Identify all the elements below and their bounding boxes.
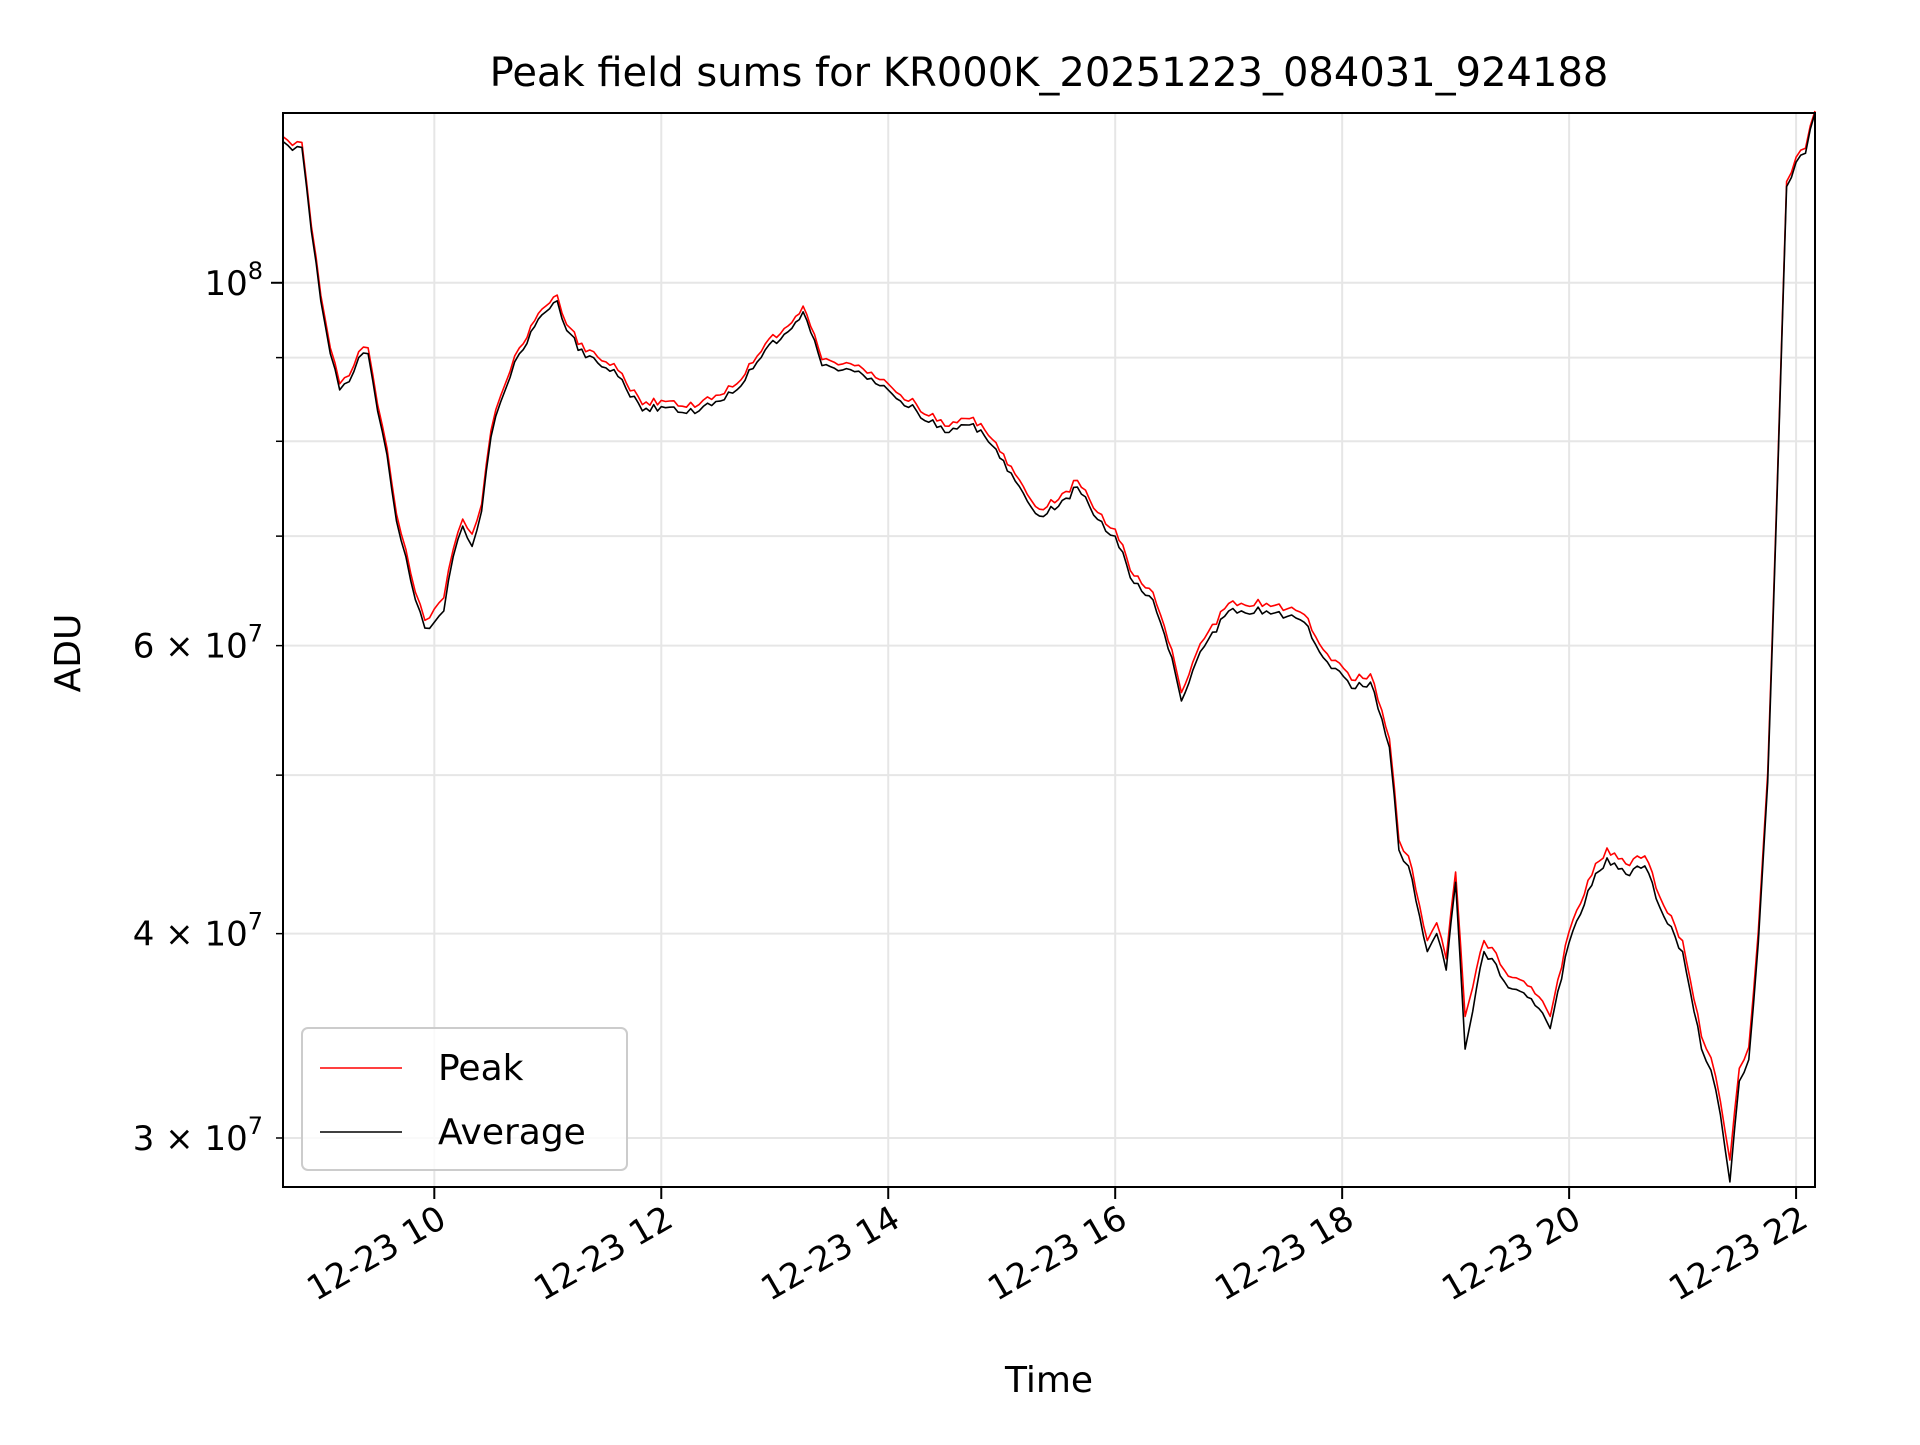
y-tick-label: 3 × 107	[133, 1112, 263, 1159]
y-tick-exponent: 7	[248, 1112, 263, 1140]
y-tick-label: 108	[204, 257, 263, 304]
y-tick-exponent: 7	[248, 908, 263, 936]
plot-frame	[282, 112, 1816, 1188]
y-tick-label: 4 × 107	[133, 908, 263, 955]
legend-box	[301, 1027, 628, 1171]
series-line-average	[282, 112, 1816, 1183]
series-average	[282, 112, 1816, 1183]
y-tick-base: 10	[204, 264, 247, 304]
y-tick-label: 6 × 107	[133, 620, 263, 667]
plot-lines	[282, 110, 1816, 1183]
y-tick-exponent: 8	[248, 257, 263, 285]
y-axis-label: ADU	[48, 614, 89, 693]
y-tick-base: 3 × 10	[133, 1119, 248, 1159]
legend-label-average: Average	[438, 1112, 586, 1153]
series-line-peak	[282, 110, 1816, 1161]
y-tick-exponent: 7	[248, 620, 263, 648]
grid	[283, 113, 1815, 1187]
series-peak	[282, 110, 1816, 1161]
chart-title: Peak field sums for KR000K_20251223_0840…	[490, 50, 1609, 96]
legend-label-peak: Peak	[438, 1048, 524, 1089]
y-tick-base: 4 × 10	[133, 915, 248, 955]
y-tick-base: 6 × 10	[133, 627, 248, 667]
x-axis-label: Time	[1004, 1360, 1093, 1401]
legend: Peak Average	[301, 1027, 628, 1171]
